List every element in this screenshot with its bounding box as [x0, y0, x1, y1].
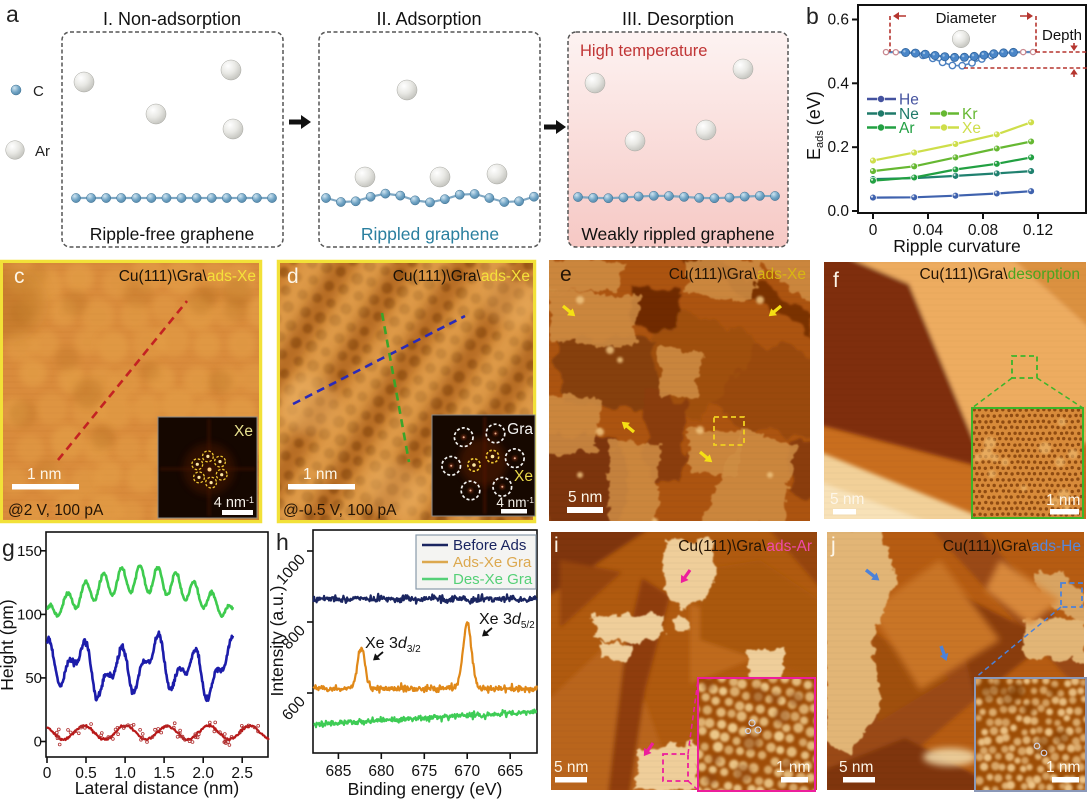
svg-text:1.5: 1.5	[153, 765, 175, 782]
svg-text:j: j	[830, 534, 836, 557]
svg-text:4 nm-1: 4 nm-1	[214, 495, 254, 511]
svg-text:Ads-Xe Gra: Ads-Xe Gra	[453, 554, 532, 571]
svg-text:0.08: 0.08	[968, 222, 998, 239]
svg-text:@2 V, 100 pA: @2 V, 100 pA	[8, 502, 104, 519]
svg-text:Diameter: Diameter	[936, 10, 997, 27]
svg-text:0.0: 0.0	[827, 203, 849, 220]
svg-text:150: 150	[17, 543, 42, 560]
svg-text:Weakly rippled graphene: Weakly rippled graphene	[581, 224, 774, 244]
svg-text:d: d	[287, 265, 299, 288]
svg-text:Ripple-free graphene: Ripple-free graphene	[90, 224, 254, 244]
svg-text:2.5: 2.5	[231, 765, 253, 782]
svg-text:Xe: Xe	[514, 468, 533, 485]
svg-text:Cu(111)\Gra\ads-Xe: Cu(111)\Gra\ads-Xe	[393, 268, 530, 285]
svg-text:Before Ads: Before Ads	[453, 537, 526, 554]
svg-text:680: 680	[368, 763, 394, 780]
svg-text:1 nm: 1 nm	[1046, 759, 1080, 776]
svg-text:Xe: Xe	[962, 120, 981, 137]
svg-text:0.2: 0.2	[827, 139, 849, 156]
svg-text:h: h	[276, 529, 289, 555]
svg-text:685: 685	[325, 763, 351, 780]
svg-text:Rippled graphene: Rippled graphene	[361, 224, 499, 244]
svg-text:0.4: 0.4	[827, 75, 849, 92]
svg-text:c: c	[14, 265, 25, 288]
svg-text:665: 665	[497, 763, 523, 780]
svg-text:I. Non-adsorption: I. Non-adsorption	[103, 9, 241, 29]
svg-text:e: e	[560, 263, 572, 286]
svg-text:1 nm: 1 nm	[1046, 492, 1080, 509]
svg-text:0.12: 0.12	[1023, 222, 1053, 239]
svg-text:He: He	[899, 92, 919, 109]
svg-text:Cu(111)\Gra\ads-Ar: Cu(111)\Gra\ads-Ar	[678, 538, 812, 555]
svg-text:i: i	[554, 534, 559, 557]
svg-text:a: a	[6, 1, 19, 27]
svg-text:0: 0	[43, 765, 52, 782]
svg-text:670: 670	[454, 763, 480, 780]
svg-text:Ar: Ar	[35, 143, 50, 160]
svg-text:0.5: 0.5	[75, 765, 97, 782]
svg-text:5 nm: 5 nm	[568, 489, 602, 506]
svg-text:1 nm: 1 nm	[776, 759, 810, 776]
svg-text:g: g	[2, 535, 15, 561]
svg-text:2.0: 2.0	[192, 765, 214, 782]
svg-text:Cu(111)\Gra\ads-He: Cu(111)\Gra\ads-He	[943, 538, 1081, 555]
svg-text:600: 600	[279, 693, 309, 724]
svg-text:@-0.5 V, 100 pA: @-0.5 V, 100 pA	[283, 502, 397, 519]
svg-text:1 nm: 1 nm	[27, 466, 61, 483]
svg-text:675: 675	[411, 763, 437, 780]
svg-text:5 nm: 5 nm	[839, 759, 873, 776]
svg-text:100: 100	[17, 606, 42, 623]
svg-text:High temperature: High temperature	[580, 42, 707, 60]
svg-text:Xe: Xe	[234, 423, 253, 440]
svg-text:Intensity (a.u.): Intensity (a.u.)	[267, 586, 287, 697]
svg-text:III. Desorption: III. Desorption	[622, 9, 734, 29]
svg-text:50: 50	[25, 670, 42, 687]
svg-text:Cu(111)\Gra\ads-Xe: Cu(111)\Gra\ads-Xe	[669, 266, 806, 283]
svg-text:f: f	[833, 269, 839, 292]
svg-text:Ne: Ne	[899, 106, 919, 123]
svg-text:Des-Xe Gra: Des-Xe Gra	[453, 571, 533, 588]
svg-text:Lateral distance (nm): Lateral distance (nm)	[75, 778, 239, 798]
svg-text:0: 0	[34, 734, 42, 751]
svg-text:Cu(111)\Gra\desorption: Cu(111)\Gra\desorption	[919, 266, 1080, 283]
svg-text:b: b	[806, 3, 819, 29]
svg-text:1.0: 1.0	[114, 765, 136, 782]
svg-text:Ripple curvature: Ripple curvature	[893, 236, 1020, 256]
svg-text:Ar: Ar	[899, 120, 915, 137]
svg-text:4 nm-1: 4 nm-1	[496, 495, 534, 510]
svg-text:C: C	[33, 83, 44, 100]
svg-text:Binding energy (eV): Binding energy (eV)	[348, 779, 503, 799]
svg-text:Kr: Kr	[962, 106, 978, 123]
svg-text:Gra: Gra	[507, 421, 533, 438]
svg-text:0: 0	[869, 222, 878, 239]
svg-text:1000: 1000	[273, 551, 309, 588]
svg-text:Eads (eV): Eads (eV)	[804, 91, 826, 160]
svg-text:0.6: 0.6	[827, 12, 849, 29]
svg-text:0.04: 0.04	[913, 222, 944, 239]
svg-text:Cu(111)\Gra\ads-Xe: Cu(111)\Gra\ads-Xe	[119, 268, 256, 285]
svg-text:1 nm: 1 nm	[303, 466, 337, 483]
svg-text:Height (pm): Height (pm)	[0, 599, 17, 690]
svg-text:5 nm: 5 nm	[830, 491, 864, 508]
svg-text:II. Adsorption: II. Adsorption	[376, 9, 481, 29]
svg-text:Depth: Depth	[1042, 27, 1082, 44]
svg-text:5 nm: 5 nm	[554, 759, 588, 776]
